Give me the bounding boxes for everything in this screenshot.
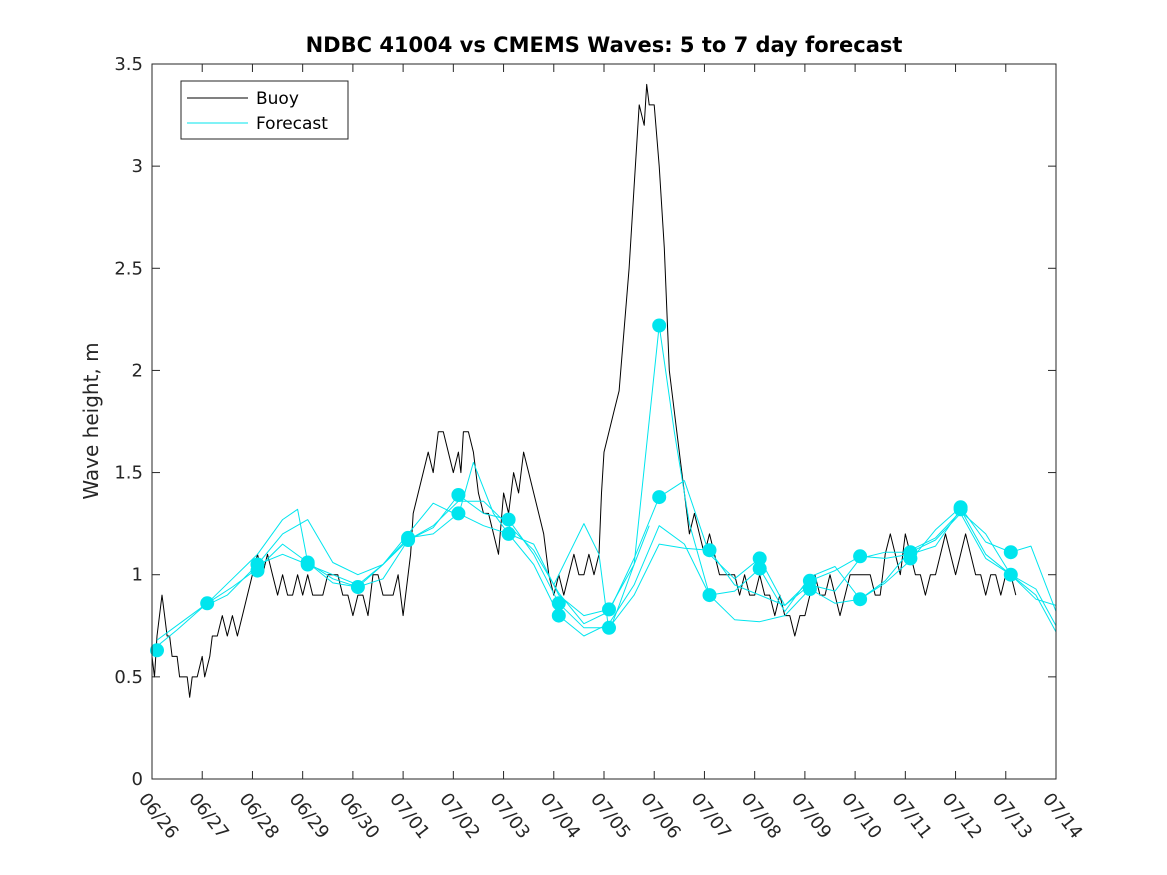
forecast-marker <box>451 488 466 502</box>
forecast-marker <box>150 643 164 658</box>
forecast-marker <box>802 582 817 596</box>
legend-label-forecast: Forecast <box>256 114 328 134</box>
legend: Buoy Forecast <box>180 80 349 140</box>
x-tick-label: 07/13 <box>988 789 1036 843</box>
y-tick-label: 2.5 <box>114 258 143 279</box>
forecast-marker <box>501 526 516 541</box>
forecast-marker <box>1003 545 1018 560</box>
forecast-marker <box>551 608 566 623</box>
forecast-marker <box>602 602 616 617</box>
forecast-marker <box>702 543 717 558</box>
forecast-marker <box>752 551 767 566</box>
forecast-marker <box>451 506 466 521</box>
y-axis: 0 0.5 1 1.5 2 2.5 3 3.5 <box>114 54 1056 790</box>
x-tick-label: 07/08 <box>737 789 785 843</box>
x-tick-label: 06/26 <box>134 789 182 843</box>
y-tick-label: 1.5 <box>114 463 143 484</box>
y-tick-label: 0 <box>132 769 143 790</box>
forecast-marker <box>350 580 365 594</box>
x-tick-label: 07/02 <box>435 789 483 843</box>
forecast-series-line <box>257 325 1057 627</box>
marker-layer <box>150 318 1018 658</box>
forecast-marker <box>903 551 918 566</box>
legend-label-buoy: Buoy <box>256 89 299 109</box>
forecast-marker <box>853 549 868 564</box>
forecast-marker <box>1003 567 1018 582</box>
forecast-marker <box>200 596 215 611</box>
forecast-marker <box>250 557 265 572</box>
x-tick-label: 07/09 <box>787 789 835 843</box>
forecast-series-line <box>553 523 650 633</box>
y-tick-label: 0.5 <box>114 667 143 688</box>
plot-area <box>152 64 1056 779</box>
y-tick-label: 2 <box>132 360 143 381</box>
forecast-marker <box>501 512 516 527</box>
forecast-marker <box>652 318 667 333</box>
x-tick-label: 06/30 <box>335 789 383 843</box>
x-tick-label: 07/10 <box>837 789 885 843</box>
y-tick-label: 3.5 <box>114 54 143 75</box>
x-tick-label: 07/12 <box>938 789 986 843</box>
x-tick-label: 07/14 <box>1038 789 1086 843</box>
forecast-marker <box>300 555 315 570</box>
forecast-marker <box>752 561 767 576</box>
legend-box <box>180 80 349 140</box>
x-tick-label: 07/11 <box>887 789 935 843</box>
forecast-marker <box>853 592 868 607</box>
x-tick-label: 06/29 <box>285 789 333 843</box>
chart-title: NDBC 41004 vs CMEMS Waves: 5 to 7 day fo… <box>306 33 903 57</box>
y-axis-label: Wave height, m <box>79 342 103 499</box>
x-tick-label: 07/07 <box>687 789 735 843</box>
forecast-marker <box>652 490 667 505</box>
forecast-marker <box>702 588 717 603</box>
x-tick-label: 06/28 <box>235 789 283 843</box>
x-tick-label: 06/27 <box>184 789 232 843</box>
forecast-marker <box>551 596 566 611</box>
x-tick-label: 07/03 <box>486 789 534 843</box>
x-tick-label: 07/04 <box>536 789 584 843</box>
forecast-marker <box>602 620 616 635</box>
buoy-series-line <box>151 83 1017 698</box>
y-tick-label: 3 <box>132 156 143 177</box>
x-tick-label: 07/05 <box>586 789 634 843</box>
forecast-marker <box>401 530 416 545</box>
forecast-marker <box>953 500 968 515</box>
forecast-series-line <box>201 480 1057 625</box>
x-tick-label: 07/01 <box>385 789 433 843</box>
y-tick-label: 1 <box>132 565 143 586</box>
forecast-series-line <box>156 461 1057 641</box>
x-tick-label: 07/06 <box>636 789 684 843</box>
